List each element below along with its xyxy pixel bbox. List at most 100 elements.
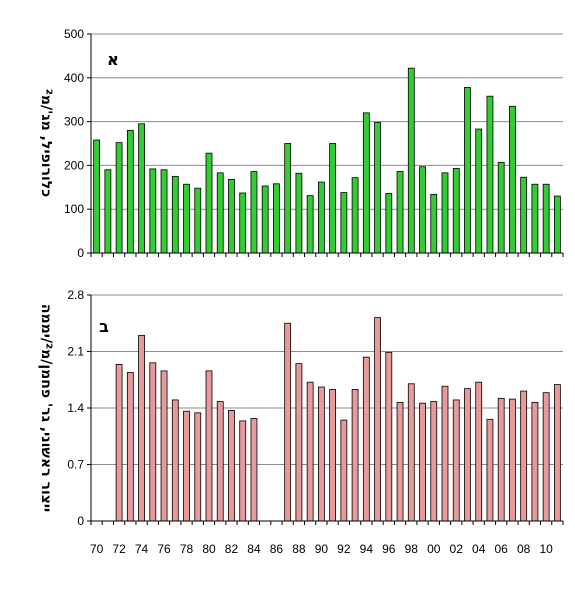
bar-top-1981 (216, 172, 224, 254)
bar-top-2002 (452, 168, 460, 254)
bar-top-1987 (284, 143, 292, 254)
y-tick-label: 1.4 (67, 401, 84, 415)
bar-top-1988 (295, 172, 303, 254)
y-tick-label: 0 (77, 514, 84, 528)
bar-top-1982 (228, 179, 235, 254)
bar-top-1977 (171, 175, 179, 254)
bar-top-1995 (374, 122, 381, 254)
bar-bottom-2001 (441, 385, 449, 522)
bar-bottom-1976 (160, 370, 168, 522)
bar-top-1976 (160, 169, 168, 254)
x-tick-label: 86 (270, 542, 284, 556)
bar-bottom-2009 (531, 401, 539, 522)
x-tick-label: 80 (202, 542, 216, 556)
bar-bottom-1992 (340, 419, 348, 522)
bar-top-1991 (329, 143, 337, 254)
x-tick-label: 76 (157, 542, 171, 556)
bar-bottom-1995 (374, 317, 381, 522)
y-tick-label: 400 (64, 71, 84, 85)
y-tick-label: 0.7 (67, 458, 84, 472)
x-tick-label: 06 (495, 542, 509, 556)
bar-top-1992 (340, 192, 348, 254)
bar-bottom-2011 (553, 384, 561, 522)
bar-top-1971 (104, 169, 112, 254)
bar-bottom-1999 (419, 402, 426, 522)
bar-bottom-2006 (497, 397, 505, 522)
bar-top-1986 (273, 183, 280, 254)
x-tick-label: 88 (292, 542, 306, 556)
bar-bottom-1982 (228, 410, 235, 522)
bar-bottom-2000 (430, 401, 438, 522)
x-tick-label: 74 (135, 542, 149, 556)
bar-bottom-1997 (396, 401, 404, 522)
bar-bottom-1973 (126, 372, 134, 522)
bar-top-1970 (93, 139, 101, 254)
bar-bottom-1974 (138, 334, 145, 522)
bar-bottom-2007 (509, 398, 516, 522)
bar-top-2007 (509, 105, 516, 254)
bar-bottom-2003 (464, 388, 471, 522)
panel-label-bottom: ב (99, 317, 109, 336)
bar-bottom-2004 (475, 381, 483, 522)
x-tick-label: 70 (90, 542, 104, 556)
x-tick-label: 92 (337, 542, 351, 556)
x-tick-label: 90 (315, 542, 329, 556)
bar-top-1994 (362, 112, 370, 254)
y-tick-label: 0 (77, 246, 84, 260)
y-tick-label: 2.8 (67, 288, 84, 302)
bar-top-1993 (351, 177, 359, 254)
bar-top-1984 (250, 171, 258, 254)
x-tick-label: 72 (112, 542, 126, 556)
y-tick-label: 2.1 (67, 345, 84, 359)
x-tick-label: 02 (450, 542, 464, 556)
bar-bottom-1988 (295, 363, 303, 522)
bar-bottom-1983 (239, 420, 247, 522)
bar-bottom-1972 (115, 364, 123, 522)
x-tick-label: 08 (517, 542, 531, 556)
bar-top-2005 (486, 95, 494, 254)
bar-top-1979 (194, 187, 202, 254)
bar-bottom-1975 (149, 362, 157, 522)
bar-top-2001 (441, 172, 449, 254)
bar-top-1997 (396, 171, 404, 254)
bar-bottom-2008 (520, 390, 528, 522)
y-tick-label: 500 (64, 27, 84, 41)
bar-top-2009 (531, 183, 539, 254)
x-tick-label: 10 (539, 542, 553, 556)
bar-bottom-1981 (216, 401, 224, 522)
bar-bottom-1980 (205, 370, 213, 522)
bar-top-1972 (115, 142, 123, 254)
y-axis-label-bottom: ייצור ראשוני, גר' פחמן/מ²/יממה (38, 304, 54, 512)
bar-bottom-1994 (362, 356, 370, 522)
bar-bottom-2002 (452, 399, 460, 522)
bar-bottom-1979 (194, 412, 202, 522)
bar-bottom-1996 (385, 351, 393, 522)
bar-top-1978 (183, 183, 190, 254)
bar-top-1983 (239, 192, 247, 254)
bar-top-1999 (419, 166, 426, 254)
bar-bottom-2005 (486, 418, 494, 522)
bar-top-1975 (149, 168, 157, 254)
panel-bottom-primary-production: 0 0.7 1.4 2.1 2.8 (67, 288, 564, 528)
x-tick-label: 82 (225, 542, 239, 556)
panel-label-top: א (107, 50, 119, 69)
y-tick-label: 200 (64, 158, 84, 172)
bar-top-1974 (138, 123, 145, 254)
bar-top-1998 (407, 67, 415, 254)
x-tick-label: 94 (360, 542, 374, 556)
bar-bottom-1977 (171, 399, 179, 522)
bar-bottom-1993 (351, 389, 359, 522)
bar-top-1980 (205, 152, 213, 254)
bar-bottom-1987 (284, 322, 292, 522)
bar-top-2003 (464, 87, 471, 254)
bar-top-2000 (430, 193, 438, 254)
bar-bottom-1998 (407, 383, 415, 522)
x-tick-label: 96 (382, 542, 396, 556)
bar-top-1990 (317, 181, 325, 254)
bar-bottom-1984 (250, 418, 258, 522)
panel-top-chlorophyll: 0 100 200 300 400 500 (64, 27, 564, 260)
y-axis-label-top: כלורופיל, מג'/מ² (38, 89, 54, 198)
bar-top-2004 (475, 128, 483, 254)
bar-top-2010 (542, 183, 550, 254)
